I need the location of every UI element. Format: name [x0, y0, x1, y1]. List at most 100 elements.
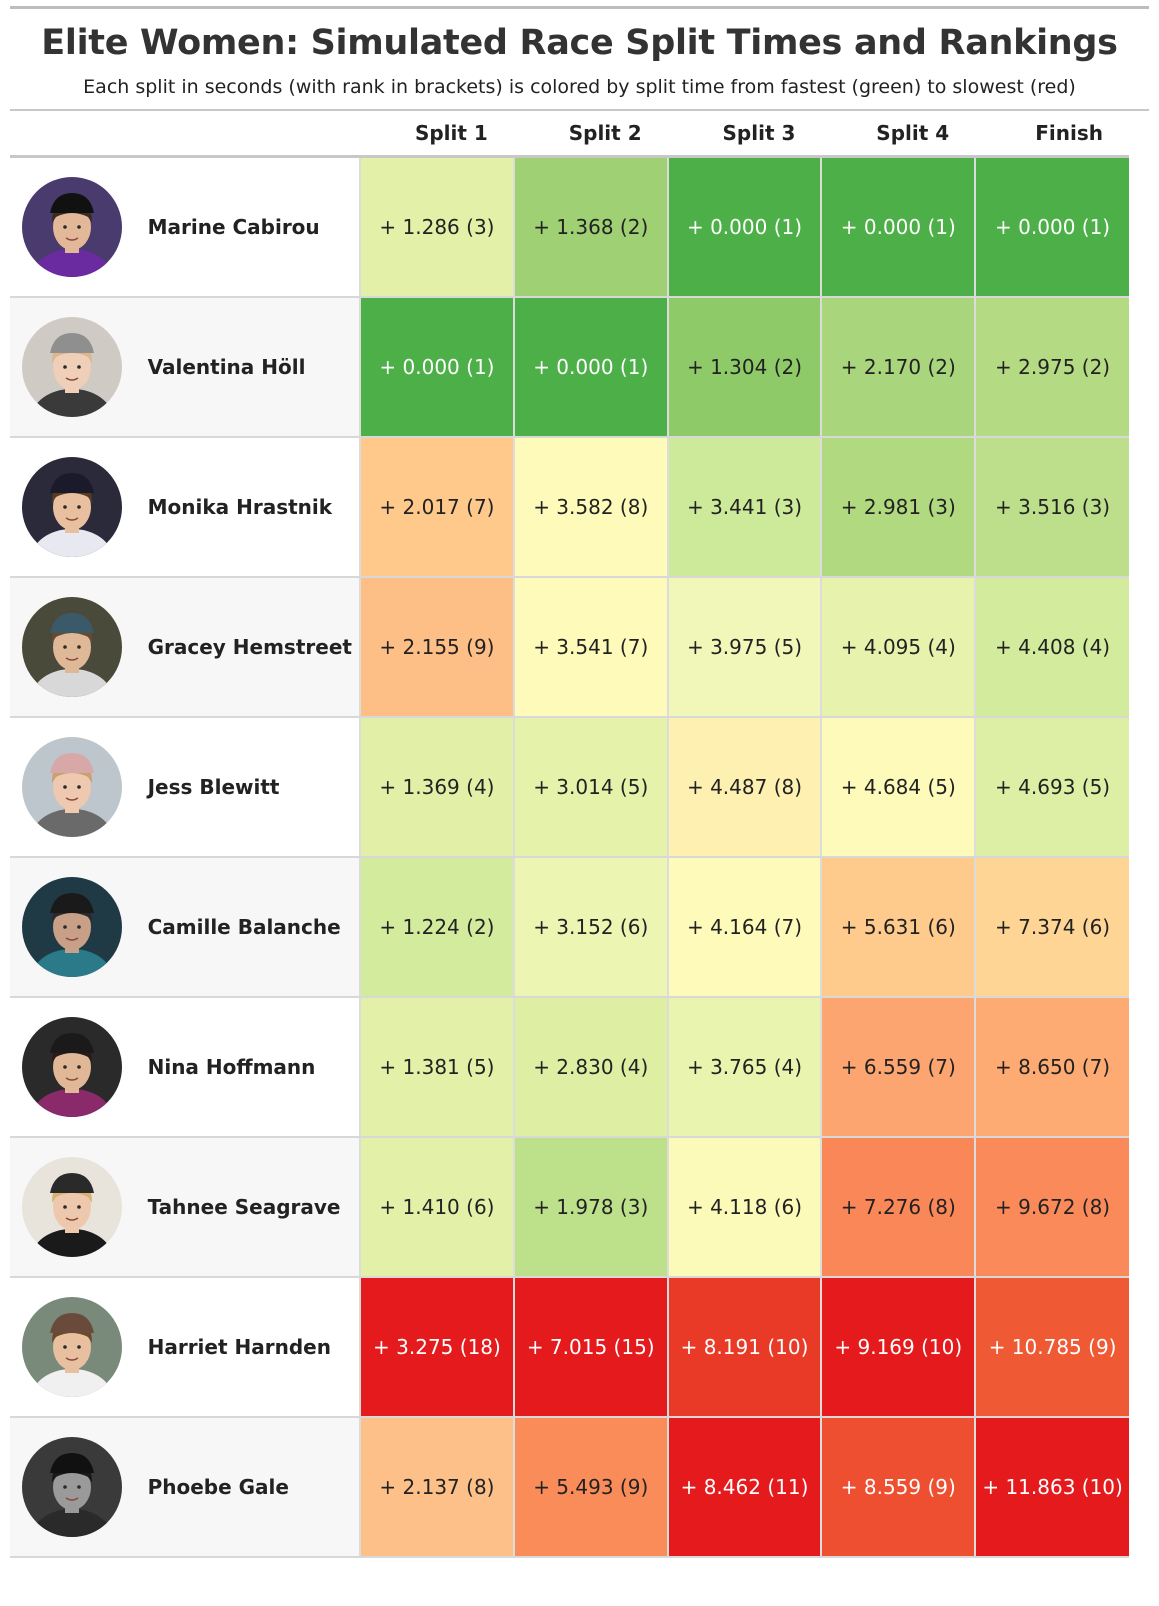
- table-row: Camille Balanche + 1.224 (2) + 3.152 (6) + …: [10, 856, 1129, 998]
- table-body: Marine Cabirou + 1.286 (3) + 1.368 (2) + 0.…: [10, 156, 1129, 1558]
- split-time-cell: + 3.516 (3): [974, 436, 1129, 578]
- split-time-cell: + 3.541 (7): [512, 576, 668, 718]
- rider-portrait-icon: [22, 736, 122, 837]
- table-header-row: Split 1 Split 2 Split 3 Split 4 Finish: [10, 111, 1129, 157]
- table-row: Nina Hoffmann + 1.381 (5) + 2.830 (4) + 3.7…: [10, 996, 1129, 1138]
- rider-name: Harriet Harnden: [147, 1276, 361, 1418]
- table-row: Monika Hrastnik + 2.017 (7) + 3.582 (8) + 3…: [10, 436, 1129, 578]
- split-time-cell: + 0.000 (1): [512, 296, 668, 438]
- split-time-cell: + 7.015 (15): [512, 1276, 668, 1418]
- split-time-cell: + 2.170 (2): [820, 296, 976, 438]
- split-time-cell: + 1.286 (3): [359, 156, 514, 298]
- rider-portrait-icon: [22, 1436, 122, 1537]
- table-row: Gracey Hemstreet + 2.155 (9) + 3.541 (7) + …: [10, 576, 1129, 718]
- split-time-cell: + 3.765 (4): [666, 996, 822, 1138]
- rider-name: Marine Cabirou: [147, 156, 361, 298]
- table-row: Tahnee Seagrave + 1.410 (6) + 1.978 (3) + 4…: [10, 1136, 1129, 1278]
- avatar: [22, 456, 122, 557]
- column-header: Finish: [1035, 121, 1103, 145]
- split-time-cell: + 4.408 (4): [974, 576, 1129, 718]
- header-rule: [10, 109, 1149, 111]
- header-photo: [10, 111, 148, 157]
- rider-portrait-icon: [22, 1016, 122, 1117]
- split-time-cell: + 2.975 (2): [974, 296, 1129, 438]
- split-times-table: Split 1 Split 2 Split 3 Split 4 Finish Marin…: [10, 111, 1129, 1558]
- split-time-cell: + 6.559 (7): [820, 996, 976, 1138]
- split-time-cell: + 8.559 (9): [820, 1416, 976, 1558]
- split-time-cell: + 8.191 (10): [666, 1276, 822, 1418]
- top-rule: [10, 6, 1149, 9]
- table-row: Phoebe Gale + 2.137 (8) + 5.493 (9) + 8.462…: [10, 1416, 1129, 1558]
- avatar: [22, 176, 122, 277]
- rider-photo-cell: [10, 436, 148, 578]
- rider-name: Monika Hrastnik: [147, 436, 361, 578]
- split-time-cell: + 1.224 (2): [359, 856, 514, 998]
- split-time-cell: + 5.631 (6): [820, 856, 976, 998]
- rider-photo-cell: [10, 296, 148, 438]
- split-time-cell: + 3.582 (8): [512, 436, 668, 578]
- column-header: Split 2: [568, 121, 642, 145]
- avatar: [22, 316, 122, 417]
- split-time-cell: + 1.369 (4): [359, 716, 514, 858]
- rider-name: Camille Balanche: [147, 856, 361, 998]
- split-time-cell: + 2.981 (3): [820, 436, 976, 578]
- rider-name: Jess Blewitt: [147, 716, 361, 858]
- split-time-cell: + 1.381 (5): [359, 996, 514, 1138]
- split-time-cell: + 8.462 (11): [666, 1416, 822, 1558]
- avatar: [22, 876, 122, 977]
- split-time-cell: + 3.275 (18): [359, 1276, 514, 1418]
- rider-photo-cell: [10, 156, 148, 298]
- table-row: Marine Cabirou + 1.286 (3) + 1.368 (2) + 0.…: [10, 156, 1129, 298]
- split-time-cell: + 11.863 (10): [974, 1416, 1129, 1558]
- split-time-cell: + 7.276 (8): [820, 1136, 976, 1278]
- split-time-cell: + 1.978 (3): [512, 1136, 668, 1278]
- split-time-cell: + 9.672 (8): [974, 1136, 1129, 1278]
- avatar: [22, 736, 122, 837]
- split-time-cell: + 7.374 (6): [974, 856, 1129, 998]
- split-time-cell: + 3.152 (6): [512, 856, 668, 998]
- chart-page: Elite Women: Simulated Race Split Times …: [10, 6, 1149, 1558]
- rider-portrait-icon: [22, 316, 122, 417]
- rider-photo-cell: [10, 1416, 148, 1558]
- rider-photo-cell: [10, 856, 148, 998]
- rider-photo-cell: [10, 576, 148, 718]
- rider-portrait-icon: [22, 596, 122, 697]
- header-rider: [148, 111, 360, 157]
- rider-portrait-icon: [22, 1156, 122, 1257]
- split-time-cell: + 10.785 (9): [974, 1276, 1129, 1418]
- split-time-cell: + 2.017 (7): [359, 436, 514, 578]
- avatar: [22, 1436, 122, 1537]
- split-time-cell: + 4.487 (8): [666, 716, 822, 858]
- split-time-cell: + 3.014 (5): [512, 716, 668, 858]
- split-time-cell: + 1.410 (6): [359, 1136, 514, 1278]
- split-time-cell: + 2.137 (8): [359, 1416, 514, 1558]
- split-time-cell: + 2.155 (9): [359, 576, 514, 718]
- avatar: [22, 1296, 122, 1397]
- chart-subtitle: Each split in seconds (with rank in brac…: [83, 76, 1076, 98]
- split-time-cell: + 4.164 (7): [666, 856, 822, 998]
- chart-title: Elite Women: Simulated Race Split Times …: [41, 23, 1118, 63]
- rider-name: Tahnee Seagrave: [147, 1136, 361, 1278]
- avatar: [22, 596, 122, 697]
- split-time-cell: + 0.000 (1): [666, 156, 822, 298]
- rider-name: Phoebe Gale: [147, 1416, 361, 1558]
- avatar: [22, 1016, 122, 1117]
- split-time-cell: + 2.830 (4): [512, 996, 668, 1138]
- split-time-cell: + 3.975 (5): [666, 576, 822, 718]
- split-time-cell: + 1.368 (2): [512, 156, 668, 298]
- rider-portrait-icon: [22, 876, 122, 977]
- split-time-cell: + 4.693 (5): [974, 716, 1129, 858]
- rider-photo-cell: [10, 1276, 148, 1418]
- rider-photo-cell: [10, 716, 148, 858]
- rider-name: Nina Hoffmann: [147, 996, 361, 1138]
- split-time-cell: + 4.118 (6): [666, 1136, 822, 1278]
- split-time-cell: + 8.650 (7): [974, 996, 1129, 1138]
- table-row: Valentina Höll + 0.000 (1) + 0.000 (1) + 1.…: [10, 296, 1129, 438]
- table-row: Harriet Harnden + 3.275 (18) + 7.015 (15) +…: [10, 1276, 1129, 1418]
- column-header: Split 4: [876, 121, 950, 145]
- rider-photo-cell: [10, 996, 148, 1138]
- rider-photo-cell: [10, 1136, 148, 1278]
- avatar: [22, 1156, 122, 1257]
- split-time-cell: + 3.441 (3): [666, 436, 822, 578]
- split-time-cell: + 0.000 (1): [359, 296, 514, 438]
